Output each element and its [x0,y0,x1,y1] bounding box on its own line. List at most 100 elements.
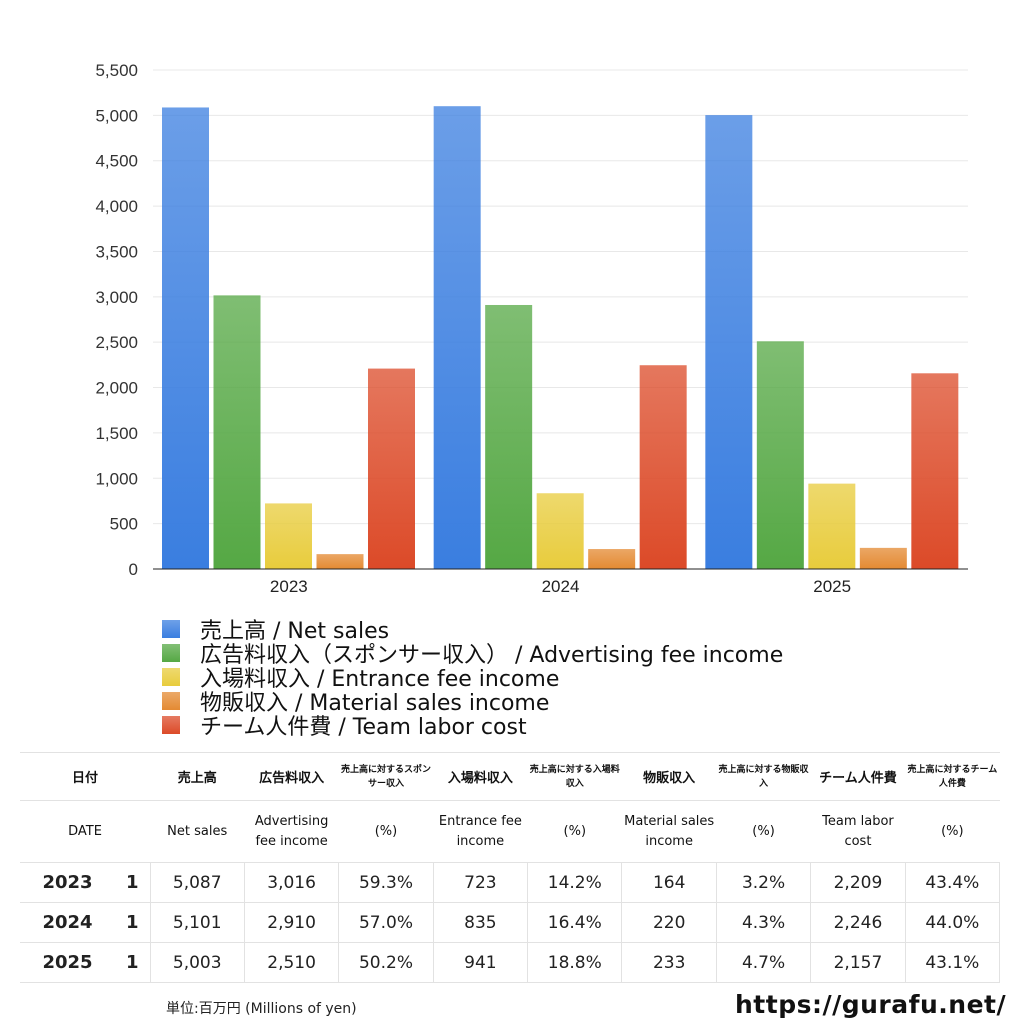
y-tick-label: 2,000 [95,379,138,398]
legend-swatch [162,668,180,686]
header-row-jp: 日付 売上高 広告料収入 売上高に対するスポンサー収入 入場料収入 売上高に対する入場料収… [20,752,1000,801]
header-cell: 入場料収入 [433,752,528,801]
header-cell: 売上高に対するチーム人件費 [905,752,1000,801]
data-table: 日付 売上高 広告料収入 売上高に対するスポンサー収入 入場料収入 売上高に対する入場料収… [20,752,1001,983]
y-tick-label: 2,500 [95,333,138,352]
y-tick-label: 1,000 [95,469,138,488]
header-cell: Team labor cost [810,800,906,863]
legend-label: チーム人件費 / Team labor cost [200,715,527,740]
legend-swatch [162,620,180,638]
header-cell: 物販収入 [621,752,717,801]
value-cell: 2,209 [810,862,906,903]
header-cell: Entrance fee income [433,800,528,863]
legend-label: 物販収入 / Material sales income [200,691,550,716]
x-tick-label: 2025 [813,577,851,596]
header-cell: Net sales [150,800,245,863]
legend-swatch [162,644,180,662]
legend-swatch [162,716,180,734]
value-cell: 50.2% [338,942,434,983]
bar-2025-series-1 [756,341,804,569]
bar-chart: 0 500 1,000 1,500 2,000 2,500 3,000 3,500 4,000 4… [95,61,968,596]
header-cell: 売上高 [150,752,245,801]
value-cell: 16.4% [527,902,623,943]
value-cell: 4.7% [715,942,812,983]
value-cell: 43.4% [904,862,1001,903]
legend-item: 入場料収入 / Entrance fee income [162,665,783,692]
bar-2024-series-0 [433,106,481,569]
bar-2025-series-4 [911,373,959,569]
count-cell: 1 [115,862,151,903]
header-cell: 日付 [20,752,151,801]
value-cell: 5,003 [149,942,245,983]
unit-note: 単位:百万円 (Millions of yen) [166,1001,357,1017]
legend-item: 物販収入 / Material sales income [162,689,783,716]
bar-2023-series-4 [368,368,415,569]
bar-2023-series-2 [265,503,312,569]
y-tick-label: 5,500 [95,61,138,80]
value-cell: 233 [621,942,717,983]
header-cell: DATE [20,800,151,863]
y-tick-label: 0 [129,560,138,579]
value-cell: 2,510 [243,942,340,983]
bar-2024-series-4 [639,365,687,569]
count-cell: 1 [115,942,151,983]
legend-swatch [162,692,180,710]
bar-2023-series-0 [162,107,209,569]
legend-label: 入場料収入 / Entrance fee income [200,667,560,692]
value-cell: 2,246 [810,902,906,943]
table-row: 2023 1 5,087 3,016 59.3% 723 14.2% 164 3.2% 2,209… [20,862,1001,903]
table-row: 2024 1 5,101 2,910 57.0% 835 16.4% 220 4.3% 2,246… [20,902,1001,943]
value-cell: 5,101 [149,902,245,943]
x-tick-label: 2024 [542,577,580,596]
table-row: 2025 1 5,003 2,510 50.2% 941 18.8% 233 4.7% 2,157… [20,942,1001,983]
y-tick-label: 4,500 [95,152,138,171]
bar-2023-series-3 [316,554,364,569]
value-cell: 57.0% [338,902,434,943]
legend: 売上高 / Net sales 広告料収入（スポンサー収入） / Advertis… [162,617,783,740]
count-cell: 1 [115,902,151,943]
header-row-en: DATE Net sales Advertising fee income (%) En… [20,800,1000,863]
bar-2025-series-2 [808,483,856,569]
legend-item: チーム人件費 / Team labor cost [162,713,783,740]
value-cell: 835 [432,902,529,943]
legend-item: 売上高 / Net sales [162,617,783,644]
header-cell: (%) [527,800,622,863]
value-cell: 2,157 [810,942,906,983]
header-cell: 広告料収入 [244,752,339,801]
value-cell: 3.2% [715,862,812,903]
value-cell: 5,087 [149,862,245,903]
y-tick-label: 4,000 [95,197,138,216]
bar-2024-series-2 [536,493,584,569]
value-cell: 723 [432,862,529,903]
value-cell: 2,910 [243,902,340,943]
year-cell: 2023 [20,862,115,903]
y-tick-label: 3,000 [95,288,138,307]
header-cell: (%) [716,800,811,863]
x-tick-label: 2023 [270,577,308,596]
year-cell: 2025 [20,942,115,983]
header-cell: チーム人件費 [810,752,906,801]
value-cell: 164 [621,862,717,903]
header-cell: Advertising fee income [244,800,339,863]
legend-item: 広告料収入（スポンサー収入） / Advertising fee income [162,641,783,668]
year-cell: 2024 [20,902,115,943]
value-cell: 43.1% [904,942,1001,983]
value-cell: 4.3% [715,902,812,943]
y-tick-label: 3,500 [95,242,138,261]
value-cell: 3,016 [243,862,340,903]
site-url[interactable]: https://gurafu.net/ [735,990,1007,1019]
value-cell: 941 [432,942,529,983]
header-cell: 売上高に対する入場料収入 [527,752,622,801]
header-cell: (%) [338,800,434,863]
bar-2023-series-1 [213,295,261,569]
bar-2025-series-3 [859,547,907,569]
legend-label: 売上高 / Net sales [200,619,390,644]
y-tick-label: 5,000 [95,106,138,125]
value-cell: 59.3% [338,862,434,903]
header-cell: Material sales income [621,800,717,863]
bar-2024-series-3 [588,549,636,569]
header-cell: 売上高に対するスポンサー収入 [338,752,434,801]
value-cell: 14.2% [527,862,623,903]
value-cell: 18.8% [527,942,623,983]
y-tick-label: 500 [110,515,138,534]
